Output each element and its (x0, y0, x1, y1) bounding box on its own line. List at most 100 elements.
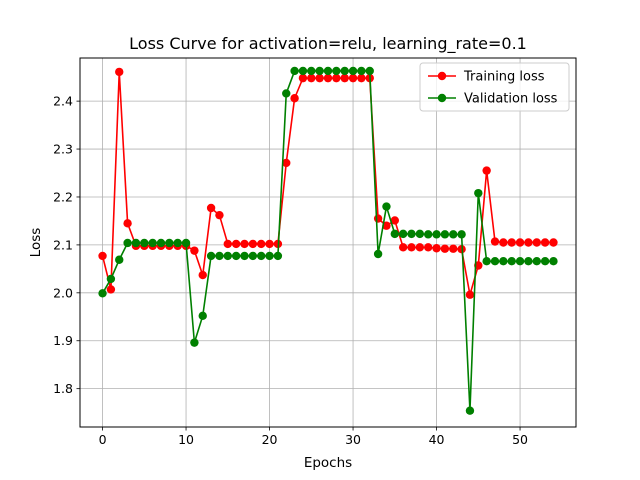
data-point (307, 73, 316, 83)
data-point (223, 239, 232, 249)
series-layer (98, 66, 558, 415)
data-point (524, 256, 533, 266)
data-point (240, 239, 249, 249)
x-tick-label: 10 (178, 432, 194, 447)
data-point (131, 238, 141, 248)
data-point (190, 338, 199, 347)
data-point (323, 73, 333, 83)
data-point (499, 238, 508, 247)
data-point (499, 256, 508, 266)
data-point (190, 246, 199, 255)
data-point (106, 285, 116, 294)
data-point (206, 251, 216, 261)
data-point (532, 238, 541, 247)
data-point (482, 166, 491, 175)
data-point (440, 244, 450, 253)
y-axis-label: Loss (28, 228, 44, 258)
y-tick-label: 1.8 (53, 381, 73, 396)
data-point (424, 243, 433, 252)
data-point (115, 67, 124, 77)
data-point (465, 406, 475, 415)
data-point (440, 230, 450, 239)
data-point (457, 230, 466, 239)
chart-title: Loss Curve for activation=relu, learning… (129, 34, 527, 54)
legend-label: Training loss (463, 70, 545, 85)
data-point (415, 229, 425, 239)
y-tick-label: 2.1 (53, 237, 73, 252)
data-point (465, 290, 475, 299)
data-point (407, 243, 416, 252)
x-tick-label: 50 (512, 432, 528, 447)
series-validation-loss (98, 66, 558, 415)
data-point (307, 66, 316, 76)
data-point (332, 73, 341, 83)
data-point (215, 210, 224, 220)
data-point (340, 73, 349, 83)
legend-label: Validation loss (464, 92, 558, 107)
data-point (123, 219, 132, 228)
data-point (231, 239, 241, 249)
data-point (256, 239, 266, 249)
data-point (382, 202, 391, 211)
data-point (549, 256, 558, 266)
data-point (298, 73, 308, 83)
data-point (248, 239, 258, 249)
data-point (373, 214, 383, 223)
x-tick-label: 20 (262, 432, 278, 447)
axes-frame (79, 57, 577, 428)
data-point (240, 251, 249, 261)
data-point (223, 251, 232, 261)
data-point (282, 158, 291, 168)
data-point (540, 256, 550, 266)
y-tick-label: 1.9 (53, 333, 73, 348)
data-point (490, 256, 500, 266)
data-point (340, 66, 349, 76)
data-point (390, 216, 400, 225)
data-point (407, 229, 416, 239)
data-point (540, 238, 550, 247)
data-point (348, 73, 358, 83)
y-tick-label: 2.3 (53, 142, 73, 157)
data-point (398, 243, 408, 252)
data-point (415, 243, 425, 252)
data-point (332, 66, 341, 76)
data-point (198, 270, 207, 280)
legend-marker (437, 71, 447, 81)
data-point (432, 230, 441, 239)
data-point (532, 256, 541, 266)
data-point (165, 238, 174, 248)
data-point (290, 66, 299, 76)
y-tick-label: 2.2 (53, 189, 73, 204)
data-point (398, 229, 408, 239)
data-point (373, 249, 383, 259)
data-point (315, 73, 324, 83)
data-point (357, 66, 366, 76)
data-point (173, 238, 182, 248)
legend: Training loss Validation loss (419, 62, 570, 112)
legend-entry: Training loss (428, 70, 545, 85)
y-tick-label: 2.4 (53, 94, 73, 109)
data-point (315, 66, 324, 76)
data-point (449, 244, 458, 253)
data-point (248, 251, 258, 261)
data-point (156, 238, 166, 248)
data-point (515, 238, 525, 247)
data-point (424, 230, 433, 239)
data-point (215, 251, 224, 261)
data-point (98, 289, 107, 298)
data-point (256, 251, 266, 261)
data-point (515, 256, 525, 266)
legend-entry: Validation loss (428, 92, 558, 107)
data-point (507, 238, 516, 247)
data-point (524, 238, 533, 247)
data-point (490, 237, 500, 246)
legend-frame (419, 62, 570, 112)
y-tick-label: 2.0 (53, 285, 73, 300)
data-point (323, 66, 333, 76)
data-point (549, 238, 558, 247)
data-point (181, 238, 191, 248)
data-point (507, 256, 516, 266)
data-point (348, 66, 358, 76)
x-tick-label: 40 (429, 432, 445, 447)
x-axis-label: Epochs (304, 455, 352, 471)
